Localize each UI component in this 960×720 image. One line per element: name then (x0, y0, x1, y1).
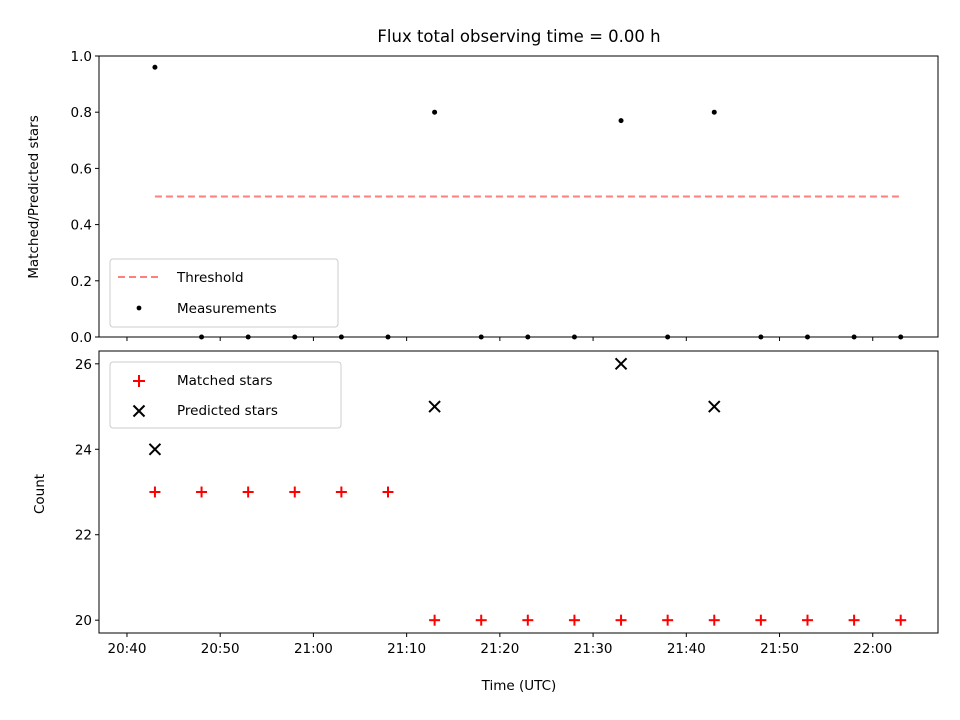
measurement-point (245, 334, 251, 340)
top-ytick-label-4: 0.8 (71, 105, 92, 121)
bottom-ytick-label-1: 22 (75, 528, 92, 544)
measurement-point (618, 118, 624, 124)
matched-star-point (149, 486, 161, 498)
matched-star-point (196, 486, 208, 498)
measurement-point (478, 334, 484, 340)
measurement-point (432, 109, 438, 115)
matched-star-point (242, 486, 254, 498)
matched-star-point (382, 486, 394, 498)
bottom-ytick-label-0: 20 (75, 613, 92, 629)
top-axes: Matched/Predicted stars 0.0 0.2 0.4 0.6 0.8 1… (26, 49, 939, 346)
measurement-point (199, 334, 205, 340)
measurement-point (898, 334, 904, 340)
bottom-axes: Count Time (UTC) 20 22 24 26 20:40 20:50 21:0… (32, 350, 939, 694)
legend-measurements-swatch (136, 305, 142, 311)
matched-star-point (335, 486, 347, 498)
bottom-legend-box (109, 361, 342, 429)
xtick-label-6: 21:40 (667, 641, 706, 657)
matched-star-point (568, 614, 580, 626)
x-axis-label: Time (UTC) (481, 678, 557, 694)
measurement-point (292, 334, 298, 340)
xtick-label-0: 20:40 (108, 641, 147, 657)
legend-predicted-swatch (132, 404, 146, 418)
top-y-axis-label: Matched/Predicted stars (26, 115, 42, 278)
bottom-ytick-label-2: 24 (75, 442, 92, 458)
legend-threshold-label: Threshold (176, 270, 244, 286)
measurement-point (851, 334, 857, 340)
bottom-axes-frame (98, 350, 939, 634)
bottom-legend: Matched stars Predicted stars (109, 361, 342, 429)
matched-star-point (848, 614, 860, 626)
measurement-point (711, 109, 717, 115)
measurement-point (385, 334, 391, 340)
top-ytick-label-5: 1.0 (71, 49, 92, 65)
measurement-point (338, 334, 344, 340)
xtick-label-3: 21:10 (387, 641, 426, 657)
count-points (148, 357, 907, 626)
matched-star-point (755, 614, 767, 626)
measurement-points (152, 64, 904, 340)
top-legend: Threshold Measurements (109, 258, 339, 328)
predicted-star-point (614, 357, 628, 371)
legend-predicted-label: Predicted stars (177, 403, 278, 419)
matched-star-point (522, 614, 534, 626)
predicted-star-point (428, 400, 441, 413)
top-ytick-label-1: 0.2 (71, 274, 92, 290)
predicted-star-point (148, 443, 162, 456)
measurement-point (758, 334, 764, 340)
top-ytick-label-0: 0.0 (71, 330, 92, 346)
bottom-ytick-label-3: 26 (75, 357, 92, 373)
top-x-ticks (126, 337, 874, 341)
matched-star-point (708, 614, 720, 626)
top-ytick-label-2: 0.4 (71, 218, 92, 234)
matched-star-point (895, 614, 907, 626)
matched-star-point (801, 614, 813, 626)
measurement-point (525, 334, 531, 340)
xtick-label-7: 21:50 (760, 641, 799, 657)
xtick-label-1: 20:50 (201, 641, 240, 657)
matched-star-point (429, 614, 441, 626)
matched-star-point (475, 614, 487, 626)
xtick-label-5: 21:30 (574, 641, 613, 657)
top-legend-box (109, 258, 339, 328)
bottom-y-ticks: 20 22 24 26 (75, 357, 99, 629)
top-axes-frame (98, 55, 939, 338)
legend-matched-label: Matched stars (177, 373, 273, 389)
measurement-point (571, 334, 577, 340)
xtick-label-2: 21:00 (294, 641, 333, 657)
chart-title: Flux total observing time = 0.00 h (377, 27, 660, 46)
measurement-point (804, 334, 810, 340)
xtick-label-8: 22:00 (853, 641, 892, 657)
top-ytick-label-3: 0.6 (71, 161, 92, 177)
matched-star-point (289, 486, 301, 498)
legend-matched-swatch (133, 375, 145, 387)
bottom-y-axis-label: Count (32, 474, 48, 514)
matched-star-point (662, 614, 674, 626)
measurement-point (665, 334, 671, 340)
top-y-ticks: 0.0 0.2 0.4 0.6 0.8 1.0 (71, 49, 99, 346)
measurement-point (152, 64, 158, 70)
predicted-star-point (708, 400, 721, 413)
legend-measurements-label: Measurements (177, 301, 277, 317)
bottom-x-ticks: 20:40 20:50 21:00 21:10 21:20 21:30 21:40 21:50… (108, 633, 892, 657)
xtick-label-4: 21:20 (480, 641, 519, 657)
matched-star-point (615, 614, 627, 626)
